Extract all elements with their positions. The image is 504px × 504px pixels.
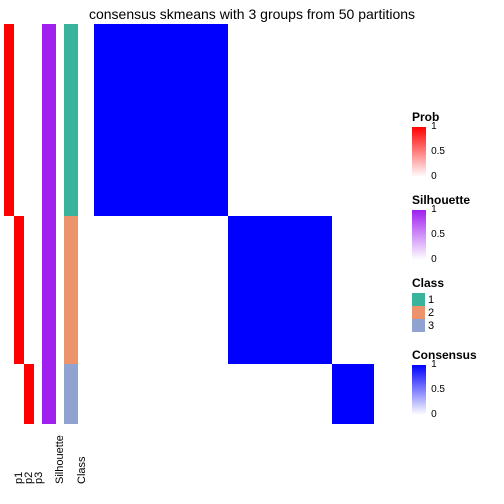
- anno-seg: [64, 216, 78, 364]
- legend-consensus-gradient: [412, 365, 426, 415]
- legend-consensus-ticks: 10.50: [431, 365, 461, 415]
- legend-silhouette-ticks: 10.50: [431, 210, 461, 260]
- legend-class-label: 3: [428, 320, 434, 332]
- legend-class-item: 3: [412, 319, 500, 332]
- legend-swatch: [412, 306, 425, 319]
- legend-class-title: Class: [412, 276, 500, 290]
- page-title: consensus skmeans with 3 groups from 50 …: [0, 6, 504, 22]
- xlabel-Class: Class: [76, 456, 88, 484]
- anno-col-Class: [64, 24, 78, 424]
- legend-swatch: [412, 293, 425, 306]
- legend-prob: Prob 10.50: [412, 110, 500, 177]
- anno-col-p2: [14, 24, 24, 424]
- anno-col-p1: [4, 24, 14, 424]
- legend-prob-title: Prob: [412, 110, 500, 124]
- legends: Prob 10.50 Silhouette 10.50 Class 123 Co…: [412, 110, 500, 431]
- heatmap-block: [94, 24, 228, 216]
- legend-class-item: 2: [412, 306, 500, 319]
- legend-consensus: Consensus 10.50: [412, 348, 500, 415]
- plot-area: [4, 24, 404, 424]
- legend-prob-ticks: 10.50: [431, 127, 461, 177]
- legend-tick: 0: [431, 410, 437, 420]
- legend-class-label: 1: [428, 294, 434, 306]
- anno-seg: [24, 364, 34, 424]
- consensus-heatmap: [94, 24, 374, 424]
- xlabel-Silhouette: Silhouette: [54, 435, 66, 484]
- legend-silhouette: Silhouette 10.50: [412, 193, 500, 260]
- anno-seg: [14, 216, 24, 364]
- legend-tick: 1: [431, 360, 437, 370]
- legend-tick: 0.5: [431, 230, 445, 240]
- legend-class-label: 2: [428, 307, 434, 319]
- legend-silhouette-gradient: [412, 210, 426, 260]
- legend-consensus-title: Consensus: [412, 348, 500, 362]
- legend-tick: 0.5: [431, 385, 445, 395]
- anno-seg: [4, 216, 14, 424]
- anno-seg: [14, 364, 24, 424]
- legend-tick: 0: [431, 172, 437, 182]
- legend-prob-gradient: [412, 127, 426, 177]
- legend-class-item: 1: [412, 293, 500, 306]
- anno-seg: [4, 24, 14, 216]
- legend-tick: 0: [431, 255, 437, 265]
- legend-tick: 1: [431, 122, 437, 132]
- legend-silhouette-title: Silhouette: [412, 193, 500, 207]
- anno-seg: [14, 24, 24, 216]
- legend-swatch: [412, 319, 425, 332]
- legend-tick: 0.5: [431, 147, 445, 157]
- heatmap-block: [332, 364, 374, 424]
- anno-seg: [64, 364, 78, 424]
- anno-seg: [64, 24, 78, 216]
- legend-tick: 1: [431, 205, 437, 215]
- anno-col-p3: [24, 24, 34, 424]
- anno-seg: [42, 24, 56, 424]
- anno-seg: [24, 24, 34, 364]
- xlabel-p3: p3: [33, 472, 45, 484]
- legend-class: Class 123: [412, 276, 500, 332]
- anno-col-Silhouette: [42, 24, 56, 424]
- heatmap-block: [228, 216, 332, 364]
- x-axis-labels: p1p2p3SilhouetteClass: [4, 424, 404, 500]
